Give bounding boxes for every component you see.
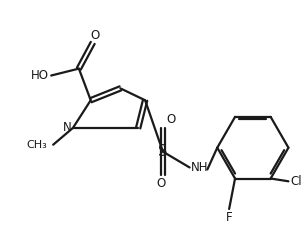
Text: O: O [156,177,165,190]
Text: HO: HO [31,69,49,82]
Text: NH: NH [191,161,208,174]
Text: Cl: Cl [290,175,302,188]
Text: S: S [158,144,168,159]
Text: O: O [167,113,176,126]
Text: N: N [63,121,71,134]
Text: F: F [226,211,233,224]
Text: O: O [90,29,99,42]
Text: CH₃: CH₃ [26,140,47,150]
